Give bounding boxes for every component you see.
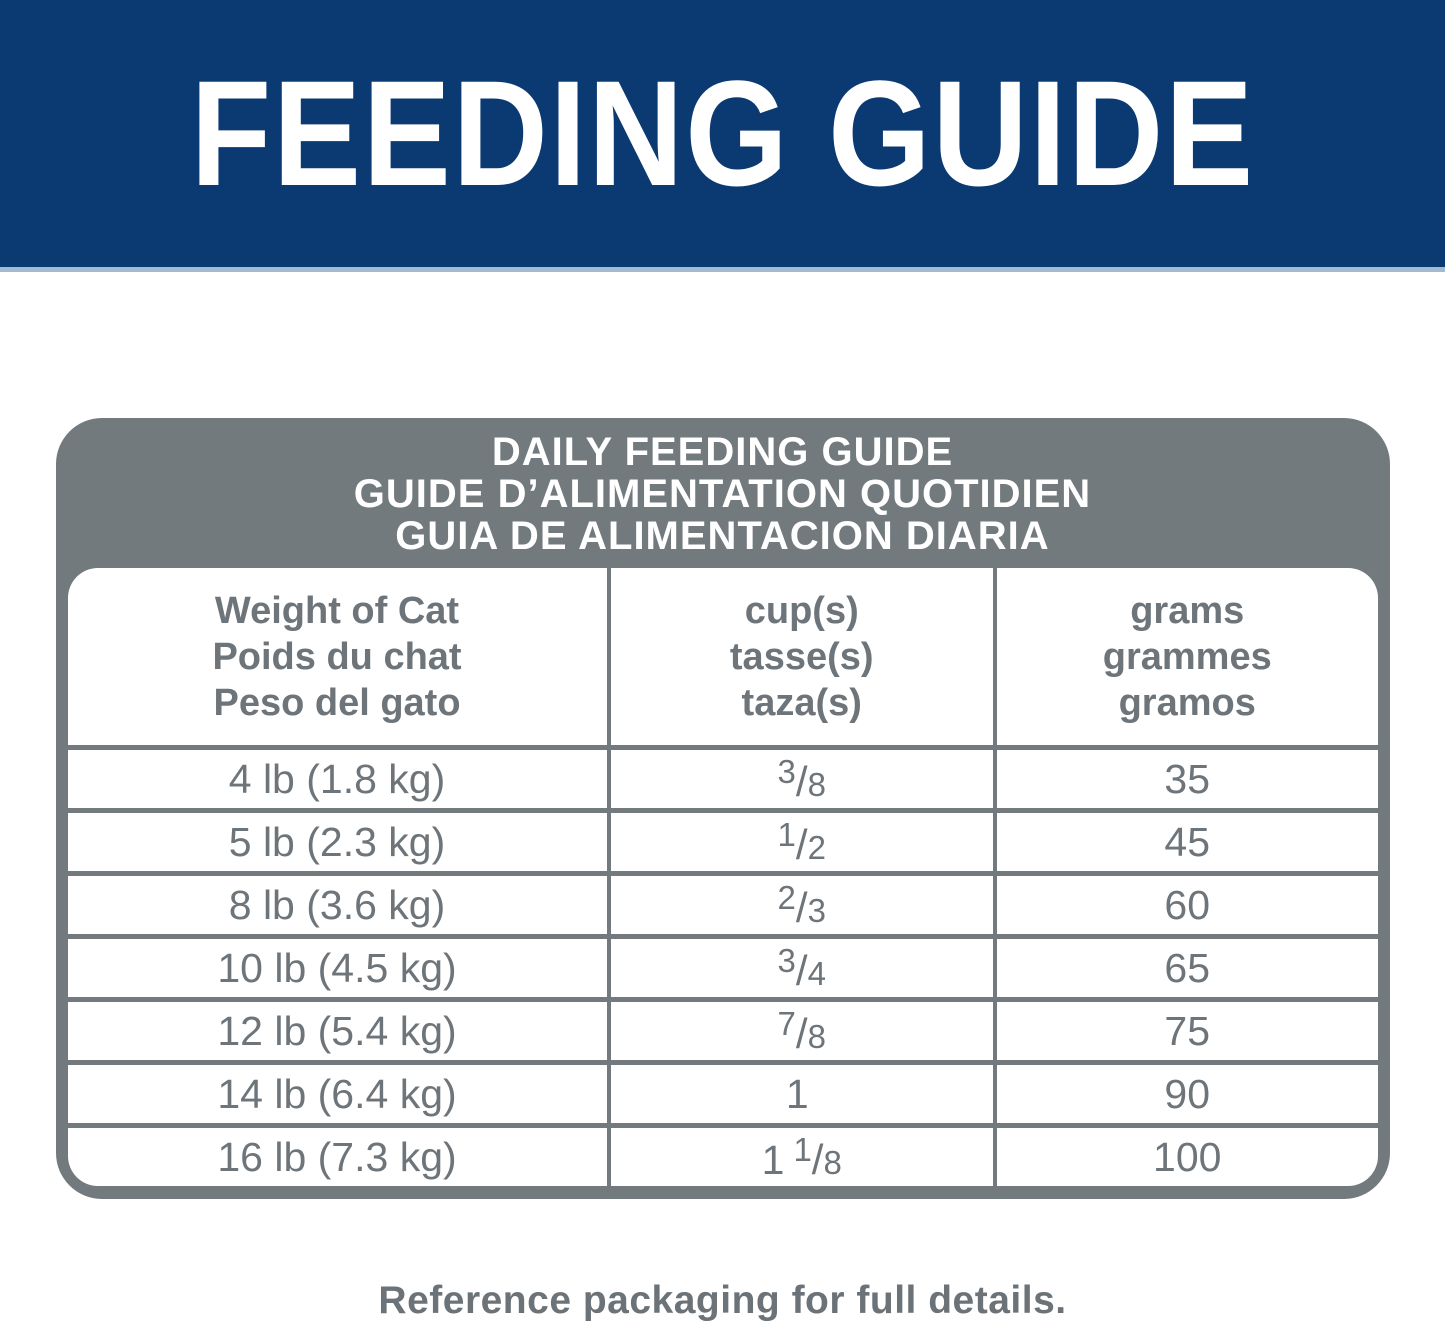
cups-fraction: 3/4 <box>778 942 826 994</box>
grams-cell: 45 <box>992 808 1378 874</box>
table-row: 12 lb (5.4 kg) 7/8 75 <box>67 997 1378 1063</box>
table-row: 14 lb (6.4 kg) 1 90 <box>67 1060 1378 1126</box>
weight-cell: 10 lb (4.5 kg) <box>67 934 609 1000</box>
cups-cell: 1 1/8 <box>606 1123 995 1186</box>
grams-cell: 100 <box>992 1123 1378 1186</box>
cups-cell: 7/8 <box>606 997 995 1063</box>
fraction-slash: / <box>795 820 808 868</box>
weight-cell: 5 lb (2.3 kg) <box>67 808 609 874</box>
col-header-weight-fr: Poids du chat <box>212 635 462 678</box>
footer-note: Reference packaging for full details. <box>378 1279 1067 1322</box>
col-header-weight-es: Peso del gato <box>213 681 461 724</box>
card-header-line-english: DAILY FEEDING GUIDE <box>491 430 954 474</box>
cups-cell: 2/3 <box>606 871 995 937</box>
cups-fraction: 3/8 <box>778 753 826 805</box>
cups-fraction: 1/2 <box>778 816 826 868</box>
table-row: 4 lb (1.8 kg) 3/8 35 <box>68 747 1378 811</box>
fraction-denominator: 4 <box>807 954 826 992</box>
fraction-denominator: 8 <box>823 1143 842 1181</box>
table-row: 8 lb (3.6 kg) 2/3 60 <box>67 871 1378 937</box>
cups-whole-number: 1 <box>761 1136 785 1183</box>
fraction-numerator: 1 <box>777 815 796 853</box>
weight-cell: 14 lb (6.4 kg) <box>67 1060 609 1126</box>
fraction-slash: / <box>811 1135 824 1183</box>
fraction-numerator: 7 <box>777 1004 796 1042</box>
fraction-denominator: 8 <box>807 765 826 803</box>
col-header-grams: grams grammes gramos <box>992 568 1378 750</box>
table-row: 16 lb (7.3 kg) 1 1/8 100 <box>67 1123 1378 1186</box>
fraction-slash: / <box>795 1009 808 1057</box>
col-header-grams-es: gramos <box>1118 681 1256 724</box>
grams-cell: 60 <box>992 871 1378 937</box>
weight-cell: 8 lb (3.6 kg) <box>67 871 609 937</box>
col-header-grams-en: grams <box>1130 589 1245 632</box>
card-header-line-french: GUIDE D’ALIMENTATION QUOTIDIEN <box>353 472 1092 516</box>
cups-fraction: 2/3 <box>778 879 826 931</box>
col-header-weight: Weight of Cat Poids du chat Peso del gat… <box>67 568 609 750</box>
weight-cell: 4 lb (1.8 kg) <box>228 755 446 802</box>
feeding-table: Weight of Cat Poids du chat Peso del gat… <box>67 568 1378 1186</box>
table-row: 5 lb (2.3 kg) 1/2 45 <box>67 808 1378 874</box>
fraction-numerator: 2 <box>777 878 796 916</box>
grams-cell: 35 <box>992 747 1378 811</box>
table-row: 10 lb (4.5 kg) 3/4 65 <box>67 934 1378 1000</box>
cups-cell: 3/8 <box>606 747 995 811</box>
col-header-cups-es: taza(s) <box>741 681 862 724</box>
column-header-row: Weight of Cat Poids du chat Peso del gat… <box>67 568 1378 750</box>
fraction-slash: / <box>795 946 808 994</box>
grams-cell: 90 <box>992 1060 1378 1126</box>
col-header-grams-fr: grammes <box>1102 635 1272 678</box>
grams-cell: 75 <box>992 997 1378 1063</box>
fraction-denominator: 3 <box>807 891 826 929</box>
banner-title: FEEDING GUIDE <box>190 49 1255 217</box>
grams-cell: 65 <box>992 934 1378 1000</box>
daily-feeding-guide-card: DAILY FEEDING GUIDE GUIDE D’ALIMENTATION… <box>55 418 1390 1199</box>
fraction-numerator: 3 <box>777 752 796 790</box>
card-header-line-spanish: GUIA DE ALIMENTACION DIARIA <box>395 514 1050 558</box>
cups-whole-number: 1 <box>785 1070 809 1117</box>
col-header-cups-fr: tasse(s) <box>729 635 874 678</box>
cups-fraction: 7/8 <box>778 1005 826 1057</box>
fraction-denominator: 8 <box>807 1017 826 1055</box>
cups-cell: 1/2 <box>606 808 995 874</box>
fraction-denominator: 2 <box>807 828 826 866</box>
col-header-cups: cup(s) tasse(s) taza(s) <box>606 568 995 750</box>
col-header-weight-en: Weight of Cat <box>214 589 460 632</box>
card-header: DAILY FEEDING GUIDE GUIDE D’ALIMENTATION… <box>68 418 1378 568</box>
col-header-cups-en: cup(s) <box>744 589 859 632</box>
fraction-numerator: 1 <box>793 1130 812 1168</box>
fraction-numerator: 3 <box>777 941 796 979</box>
cups-fraction: 1/8 <box>793 1131 842 1183</box>
weight-cell: 16 lb (7.3 kg) <box>67 1123 609 1186</box>
weight-cell: 12 lb (5.4 kg) <box>67 997 609 1063</box>
feeding-guide-banner: FEEDING GUIDE <box>0 0 1445 272</box>
feeding-table-body: Weight of Cat Poids du chat Peso del gat… <box>67 568 1378 1186</box>
fraction-slash: / <box>795 883 808 931</box>
cups-cell: 1 <box>606 1060 995 1126</box>
fraction-slash: / <box>795 757 808 805</box>
cups-cell: 3/4 <box>606 934 995 1000</box>
